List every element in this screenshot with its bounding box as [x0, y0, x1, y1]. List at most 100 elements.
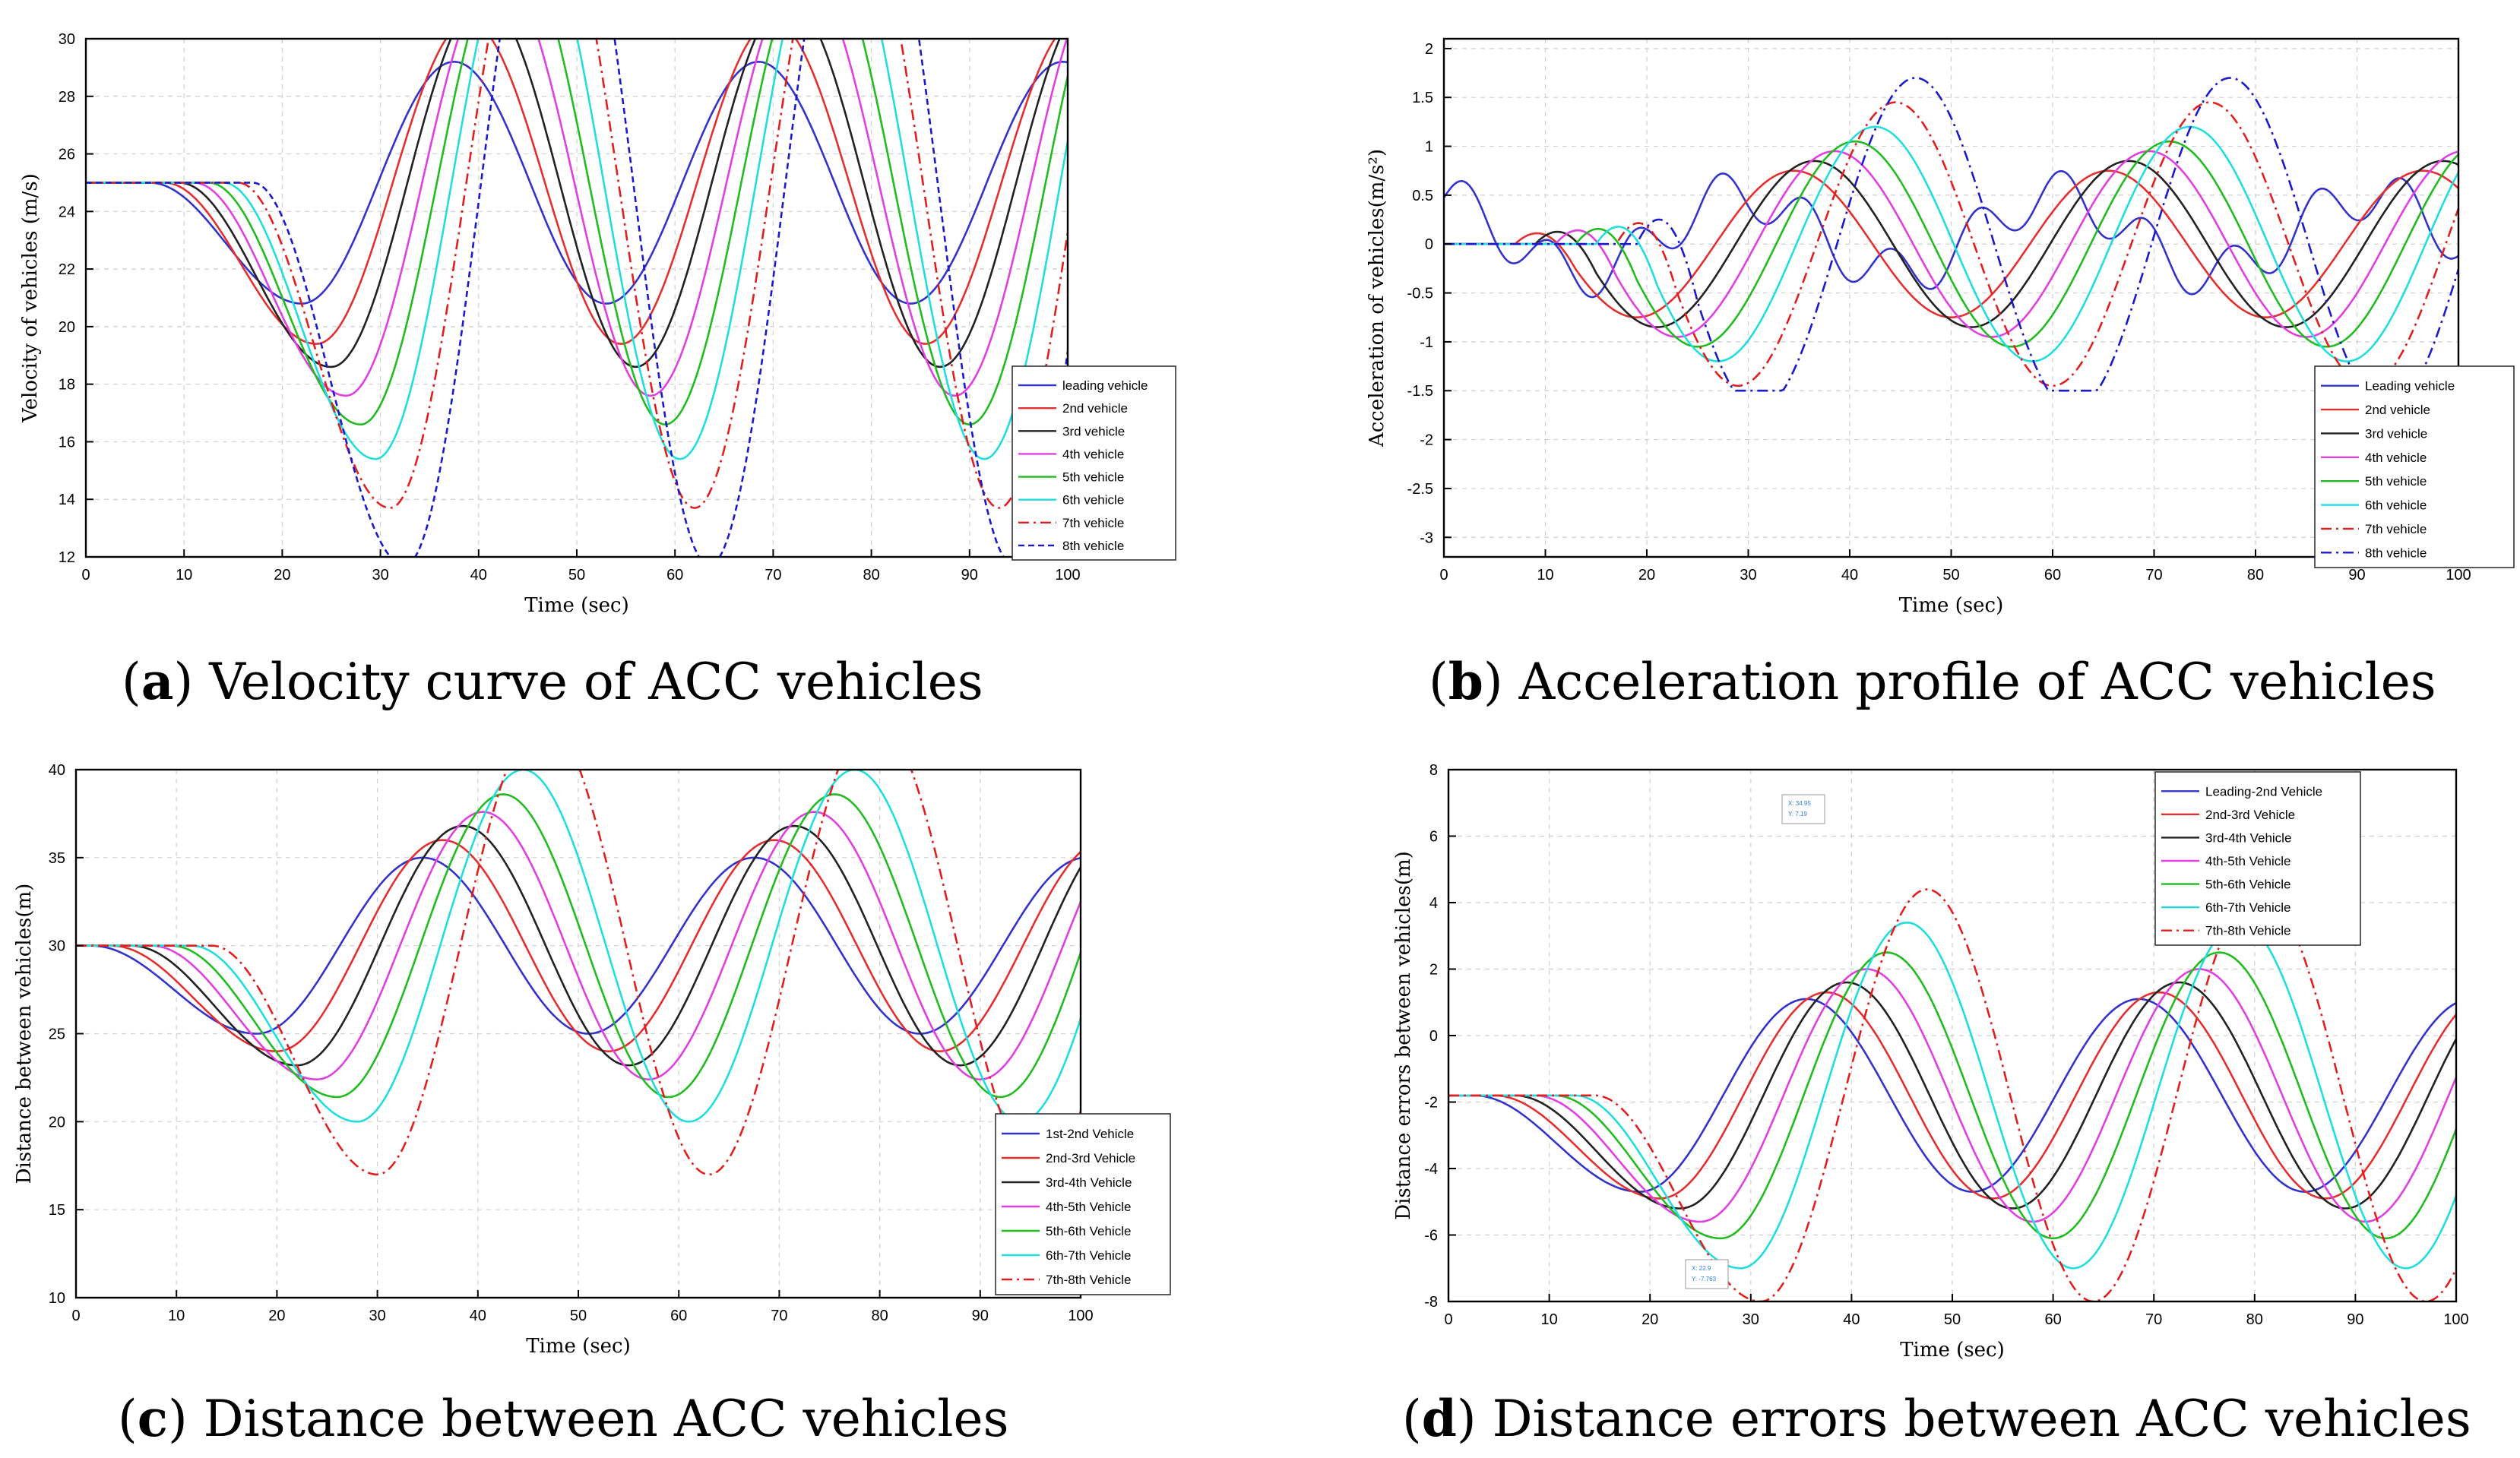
x-tick-label: 0: [81, 567, 90, 584]
legend-entry-3: 3rd-4th Vehicle: [1046, 1175, 1132, 1190]
chart-panel-b: 0 10 20 30 40 50 60 70 80 90 100-3-2.5-2-1.5-1-0.5…: [1366, 37, 2515, 711]
legend-entry-1: leading vehicle: [1062, 378, 1148, 393]
legend-box: [995, 1113, 1171, 1295]
y-tick-label: 24: [59, 204, 75, 220]
legend-entry-6: 6th vehicle: [1062, 493, 1124, 508]
x-tick-label: 30: [1743, 1311, 1759, 1328]
legend-entry-1: 1st-2nd Vehicle: [1046, 1127, 1134, 1141]
caption-open: (: [122, 653, 141, 711]
y-tick-label: -2: [1420, 432, 1433, 449]
legend-entry-2: 2nd-3rd Vehicle: [2205, 808, 2295, 822]
y-tick-label: 28: [59, 89, 75, 106]
y-tick-label: 6: [1429, 829, 1438, 846]
caption-text: ) Distance errors between ACC vehicles: [1457, 1390, 2471, 1448]
x-tick-label: 10: [1540, 1311, 1557, 1328]
x-tick-label: 40: [470, 1308, 486, 1324]
caption-open: (: [1429, 653, 1448, 711]
legend-box: [2154, 771, 2361, 946]
legend-entry-6: 6th vehicle: [2365, 498, 2427, 513]
x-tick-label: 30: [1740, 567, 1756, 584]
legend: Leading vehicle 2nd vehicle 3rd vehicle 4th…: [2314, 365, 2515, 568]
x-axis-label: Time (sec): [1900, 1339, 2005, 1362]
legend-entry-4: 4th-5th Vehicle: [1046, 1200, 1131, 1214]
legend-entry-6: 6th-7th Vehicle: [2205, 900, 2290, 915]
x-tick-label: 10: [176, 567, 192, 584]
x-tick-label: 50: [570, 1308, 587, 1324]
series-line-5: [76, 793, 1081, 1099]
x-tick-label: 10: [1537, 567, 1553, 584]
x-tick-label: 20: [1641, 1311, 1658, 1328]
x-tick-label: 40: [470, 567, 487, 584]
legend-entry-2: 2nd vehicle: [2365, 403, 2430, 417]
x-tick-label: 70: [2145, 1311, 2162, 1328]
y-tick-label: 12: [59, 549, 75, 566]
x-tick-label: 0: [1444, 1311, 1452, 1328]
datatip-y: Y: -7.763: [1692, 1276, 1717, 1282]
y-axis-label: Distance errors between vehicles(m): [1392, 851, 1415, 1220]
legend-entry-6: 6th-7th Vehicle: [1046, 1248, 1131, 1263]
series-line-4: [86, 39, 1068, 397]
x-tick-label: 20: [268, 1308, 285, 1324]
legend-entry-5: 5th-6th Vehicle: [1046, 1224, 1131, 1238]
y-tick-label: 40: [49, 762, 65, 779]
panel-caption: (b) Acceleration profile of ACC vehicles: [1429, 652, 2436, 711]
panel-caption: (a) Velocity curve of ACC vehicles: [122, 652, 983, 711]
y-tick-label: 0.5: [1412, 188, 1433, 204]
x-tick-label: 90: [961, 567, 978, 584]
y-tick-label: -2: [1424, 1095, 1438, 1112]
legend-entry-4: 4th vehicle: [2365, 451, 2427, 465]
y-axis-label: Acceleration of vehicles(m/s²): [1366, 149, 1388, 448]
panel-caption: (d) Distance errors between ACC vehicles: [1402, 1389, 2471, 1448]
y-tick-label: 35: [49, 850, 65, 867]
x-tick-label: 100: [1068, 1308, 1093, 1324]
x-tick-label: 100: [2443, 1311, 2468, 1328]
y-tick-label: 15: [49, 1202, 65, 1219]
x-tick-label: 40: [1843, 1311, 1860, 1328]
x-tick-label: 60: [2044, 567, 2061, 584]
y-tick-label: 0: [1425, 236, 1433, 253]
series-line-8: [1444, 77, 2458, 392]
chart-panel-a: 0 10 20 30 40 50 60 70 80 90 100 12 14 16 18 20 22 24 26 28…: [19, 31, 1176, 711]
x-tick-label: 20: [1638, 567, 1655, 584]
y-tick-label: -6: [1424, 1228, 1438, 1245]
y-tick-label: 20: [49, 1114, 65, 1131]
x-tick-label: 60: [2044, 1311, 2061, 1328]
x-axis-label: Time (sec): [526, 1335, 631, 1358]
series-line-3: [1448, 981, 2456, 1210]
series-line-6: [76, 770, 1081, 1123]
x-tick-label: 60: [666, 567, 683, 584]
series-line-4: [76, 811, 1081, 1081]
x-tick-label: 90: [2348, 567, 2365, 584]
series-line-3: [76, 824, 1081, 1067]
y-tick-label: -2.5: [1407, 481, 1433, 498]
legend-entry-2: 2nd vehicle: [1062, 401, 1128, 416]
series-line-3: [1444, 160, 2458, 328]
y-tick-label: 18: [59, 377, 75, 394]
datatip-box[interactable]: [1685, 1259, 1729, 1289]
x-tick-label: 10: [168, 1308, 185, 1324]
y-tick-label: -4: [1424, 1161, 1438, 1178]
y-tick-label: 26: [59, 147, 75, 163]
caption-letter: d: [1422, 1389, 1457, 1448]
x-tick-label: 70: [771, 1308, 787, 1324]
x-tick-label: 50: [568, 567, 585, 584]
series-line-2: [1444, 169, 2458, 319]
y-tick-label: 30: [49, 938, 65, 955]
legend-entry-3: 3rd vehicle: [2365, 426, 2427, 441]
legend-box: [2314, 365, 2515, 568]
legend-entry-5: 5th vehicle: [1062, 470, 1124, 485]
series-line-7: [1448, 888, 2456, 1301]
x-tick-label: 80: [863, 567, 879, 584]
datatip-box[interactable]: [1781, 794, 1825, 824]
series-line-1: [1448, 998, 2456, 1193]
x-tick-label: 30: [369, 1308, 385, 1324]
x-axis-label: Time (sec): [524, 594, 629, 617]
x-tick-label: 70: [765, 567, 781, 584]
y-tick-label: -1.5: [1407, 383, 1433, 400]
legend-entry-8: 8th vehicle: [1062, 539, 1124, 553]
y-tick-label: 16: [59, 434, 75, 451]
legend-entry-1: Leading-2nd Vehicle: [2205, 784, 2322, 799]
series-line-7: [86, 39, 1068, 509]
y-tick-label: 1.5: [1412, 90, 1433, 106]
